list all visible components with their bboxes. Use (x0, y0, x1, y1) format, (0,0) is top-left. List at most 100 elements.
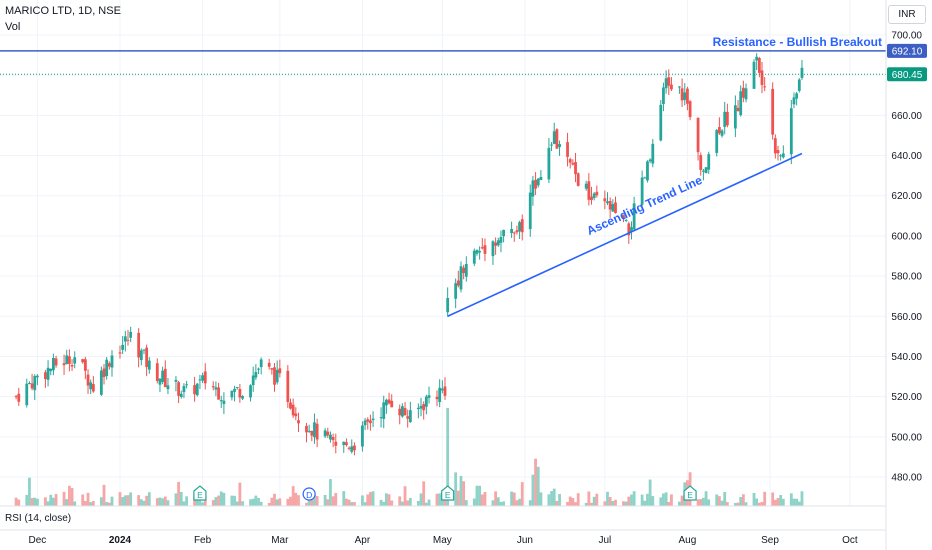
volume-bar (427, 499, 431, 506)
candle-body (515, 230, 519, 233)
candle-body (622, 214, 625, 219)
candle-body (275, 369, 279, 383)
candle-body (779, 155, 783, 157)
volume-bar (198, 497, 202, 506)
currency-badge[interactable]: INR (888, 5, 926, 24)
candle-body (28, 382, 31, 384)
candle-body (483, 245, 487, 254)
trend-line[interactable] (447, 152, 803, 317)
volume-bar (155, 498, 159, 506)
candle-body (81, 359, 85, 363)
volume-bar (643, 500, 647, 506)
volume-bar (241, 501, 244, 506)
candle-body (752, 61, 756, 89)
volume-bar (110, 496, 114, 506)
volume-bar (363, 502, 367, 506)
dividend-marker[interactable] (302, 487, 316, 501)
candle-body (193, 385, 196, 395)
candle-body (179, 393, 183, 397)
volume-bar (520, 482, 524, 506)
volume-bar (424, 502, 428, 506)
price-axis[interactable]: 480.00 500.00 520.00 540.00 560.00 580.00 600.… (887, 31, 927, 484)
candle-body (611, 204, 615, 212)
earnings-marker[interactable] (441, 485, 455, 501)
volume-bar (606, 491, 609, 506)
price-tick-label: 480.00 (891, 473, 922, 484)
candle-body (789, 108, 793, 155)
grid-lines (0, 0, 886, 506)
volume-bar (139, 499, 143, 506)
volume-bar (307, 499, 311, 506)
candle-body (590, 196, 593, 201)
candle-body (123, 336, 127, 342)
volume-bar (315, 496, 319, 506)
candle-body (86, 374, 90, 386)
candle-body (651, 143, 655, 164)
candle-body (744, 88, 748, 100)
volume-bar (702, 497, 705, 506)
volume-bar (273, 493, 276, 506)
time-tick-label: Jul (598, 535, 611, 546)
candle-body (326, 431, 330, 436)
candle-body (715, 130, 719, 153)
volume-bar (515, 500, 519, 506)
event-marker-letter: D (306, 490, 312, 500)
volume-bar (478, 485, 482, 506)
candle-body (648, 159, 652, 162)
volume-bar (70, 487, 74, 506)
candle-body (550, 144, 553, 146)
candle-body (83, 359, 87, 371)
event-marker-letter: E (687, 490, 693, 500)
volume-bar (555, 500, 559, 506)
volume-bar (744, 502, 748, 506)
volume-bar (422, 481, 426, 506)
volume-bar (776, 498, 780, 506)
candle-body (520, 219, 524, 233)
volume-bar (270, 497, 274, 506)
candle-body (36, 375, 39, 378)
candle-body (273, 367, 276, 385)
candle-body (739, 91, 743, 116)
volume-bar (163, 496, 167, 506)
candle-body (720, 130, 724, 136)
candle-body (185, 384, 188, 386)
earnings-marker[interactable] (193, 485, 207, 501)
volume-bar (648, 479, 652, 506)
time-tick-label: Oct (842, 535, 858, 546)
volume-bar (331, 496, 335, 506)
candle-body (699, 155, 703, 170)
volume-bar (406, 500, 410, 506)
time-tick-label: Sep (761, 535, 779, 546)
candle-body (174, 379, 178, 382)
candle-body (195, 383, 199, 396)
candle-body (347, 447, 351, 449)
volume-bar (587, 491, 591, 506)
volume-bar (539, 492, 543, 506)
candle-body (270, 368, 274, 370)
candle-body (614, 202, 617, 213)
volume-bar (781, 498, 785, 506)
candle-body (717, 127, 721, 134)
candle-body (603, 198, 607, 202)
volume-bar (17, 499, 21, 506)
volume-bar (757, 502, 761, 506)
volume-bar (723, 492, 727, 506)
volume-bar (147, 492, 151, 506)
candle-body (235, 387, 239, 389)
volume-bar (345, 498, 348, 506)
volume-bar (733, 502, 737, 506)
candle-body (329, 434, 332, 440)
volume-bar (65, 499, 69, 506)
earnings-marker[interactable] (683, 485, 697, 501)
candle-body (555, 129, 559, 149)
time-axis[interactable]: Dec 2024 Feb Mar Apr May Jun Jul Aug Sep Oct (29, 535, 858, 546)
volume-bar (800, 491, 804, 506)
volume-bar (576, 493, 580, 506)
candle-body (259, 359, 263, 368)
volume-bar (238, 482, 242, 506)
volume-bar (680, 495, 684, 506)
volume-bar (142, 500, 146, 506)
volume-bar (251, 498, 255, 506)
